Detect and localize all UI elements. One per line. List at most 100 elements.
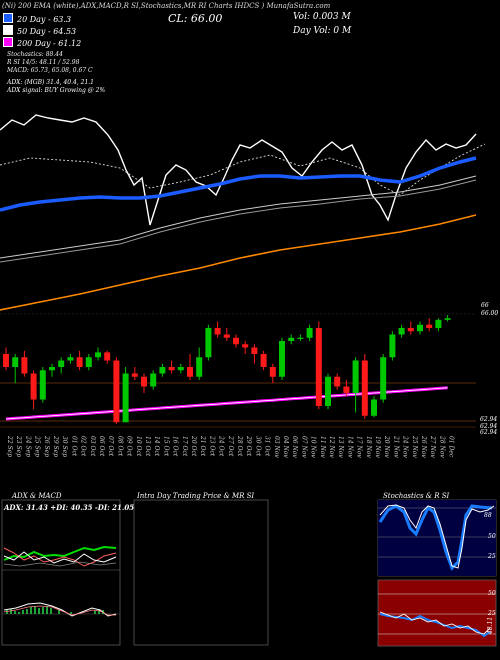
- ma200-inner-line: [5, 387, 448, 420]
- candle-body: [95, 352, 101, 358]
- candle-body: [398, 328, 405, 335]
- date-tick-label: 07 Oct: [107, 436, 114, 457]
- date-tick-label: 12 Nov: [328, 436, 335, 458]
- candle-body: [214, 328, 221, 335]
- candle-body: [417, 324, 423, 332]
- candle-body: [269, 367, 276, 377]
- rsi-tag-50: 50: [488, 590, 496, 597]
- date-tick-label: 14 Nov: [346, 436, 353, 458]
- candle-body: [21, 357, 28, 374]
- candle-body: [67, 357, 74, 361]
- legend-swatch-50: [3, 25, 13, 35]
- legend-50-day: 50 Day - 64.53: [3, 25, 76, 36]
- date-tick-label: 22 Sep: [6, 435, 13, 457]
- date-tick-label: 13 Nov: [337, 436, 344, 458]
- date-tick-label: 21 Oct: [199, 435, 206, 457]
- candle-body: [279, 341, 285, 377]
- date-tick-label: 24 Nov: [402, 435, 409, 458]
- date-tick-label: 18 Nov: [365, 436, 372, 458]
- date-tick-label: 27 Nov: [429, 435, 436, 458]
- rsi-panel: [377, 579, 497, 647]
- date-tick-label: 08 Oct: [116, 436, 123, 457]
- stochastics-panel: [377, 499, 497, 577]
- price-label-low1: 62.94: [480, 416, 498, 423]
- date-tick-label: 03 Nov: [273, 436, 280, 458]
- date-tick-label: 10 Oct: [135, 436, 142, 457]
- candle-body: [407, 328, 414, 332]
- date-tick-label: 31 Oct: [264, 436, 271, 457]
- candle-body: [159, 367, 166, 374]
- volume: Vol: 0.003 M: [293, 12, 351, 22]
- date-tick-label: 30 Oct: [254, 436, 261, 457]
- candle-body: [361, 360, 368, 416]
- candle-body: [131, 373, 138, 377]
- date-tick-label: 25 Nov: [411, 435, 418, 458]
- date-tick-label: 13 Oct: [144, 436, 151, 457]
- ema-orange-line: [0, 214, 477, 311]
- date-tick-label: 16 Oct: [172, 436, 179, 457]
- ema-white-line: [0, 114, 477, 226]
- ma200-magenta-band: [5, 386, 448, 421]
- ema-grey-line-2: [0, 179, 477, 263]
- legend-swatch-200: [3, 37, 13, 47]
- date-tick-label: 02 Oct: [80, 436, 87, 457]
- date-tick-label: 28 Nov: [438, 435, 445, 458]
- stochastics-title: Stochastics & R SI: [383, 492, 450, 500]
- candle-body: [196, 357, 203, 377]
- date-tick-label: 09 Oct: [126, 436, 133, 457]
- candle-body: [371, 399, 377, 416]
- candle-body: [343, 386, 350, 393]
- date-tick-label: 24 Oct: [218, 435, 225, 457]
- candle-body: [85, 357, 92, 367]
- date-tick-label: 04 Nov: [282, 436, 289, 458]
- date-tick-label: 24 Sep: [24, 435, 31, 457]
- date-tick-label: 17 Oct: [181, 436, 188, 457]
- candle-body: [334, 376, 341, 387]
- date-tick-label: 20 Nov: [383, 435, 390, 458]
- intraday-title: Intra Day Trading Price & MR SI: [137, 492, 255, 500]
- indicator-stats: Stochastics: 88.44 R SI 14/5: 48.11 / 52…: [7, 51, 93, 75]
- date-tick-label: 27 Oct: [227, 435, 234, 457]
- rsi-tag-25: 25: [488, 610, 496, 617]
- date-tick-label: 23 Sep: [15, 435, 22, 457]
- chart-header-line: (Ni) 200 EMA (white),ADX,MACD,R SI,Stoch…: [2, 2, 331, 10]
- candle-body: [435, 319, 442, 328]
- date-tick-label: 19 Nov: [374, 436, 381, 458]
- candle-body: [150, 373, 157, 387]
- date-tick-label: 20 Oct: [190, 435, 197, 457]
- ema-grey-line: [0, 175, 477, 259]
- ema-blue-line: [0, 156, 477, 212]
- date-tick-label: 21 Nov: [392, 435, 399, 458]
- candles: [3, 315, 451, 424]
- date-tick-label: 28 Oct: [236, 435, 243, 457]
- legend-swatch-20: [3, 13, 13, 23]
- stochastics-value: Stochastics: 88.44: [7, 51, 63, 58]
- candle-body: [76, 357, 83, 367]
- candle-body: [233, 337, 239, 345]
- ema-black-dotted: [0, 143, 486, 196]
- adx-signal: ADX signal: BUY Growing @ 2%: [7, 87, 106, 94]
- candle-body: [30, 373, 37, 400]
- candle-body: [141, 376, 147, 387]
- price-label-low3: 62.94: [480, 429, 498, 436]
- date-tick-label: 06 Nov: [291, 436, 298, 458]
- candle-body: [223, 334, 230, 338]
- date-tick-label: 01 Oct: [70, 436, 77, 457]
- candle-body: [187, 367, 193, 377]
- date-tick-label: 29 Sep: [52, 435, 59, 457]
- candle-body: [58, 360, 65, 367]
- adx-summary: ADX: (MGB) 31.4, 40.4, 21.1: [7, 79, 94, 86]
- rsi-tag-value: 48.11: [487, 616, 495, 635]
- date-tick-label: 23 Oct: [208, 435, 215, 457]
- candle-body: [242, 344, 249, 348]
- macd-value: MACD: 65.73, 65.08, 0.67 C: [7, 67, 93, 74]
- stoch-tag-25: 25: [488, 553, 496, 560]
- date-tick-label: 17 Nov: [356, 436, 363, 458]
- date-tick-label: 25 Sep: [34, 435, 41, 457]
- candle-body: [3, 354, 9, 367]
- date-tick-label: 11 Nov: [319, 436, 326, 458]
- adx-macd-title: ADX & MACD: [12, 492, 62, 500]
- date-axis: 22 Sep 23 Sep 24 Sep 25 Sep 26 Sep 29 Sep 30 S…: [6, 435, 455, 458]
- candle-body: [444, 318, 451, 320]
- date-tick-label: 06 Oct: [98, 436, 105, 457]
